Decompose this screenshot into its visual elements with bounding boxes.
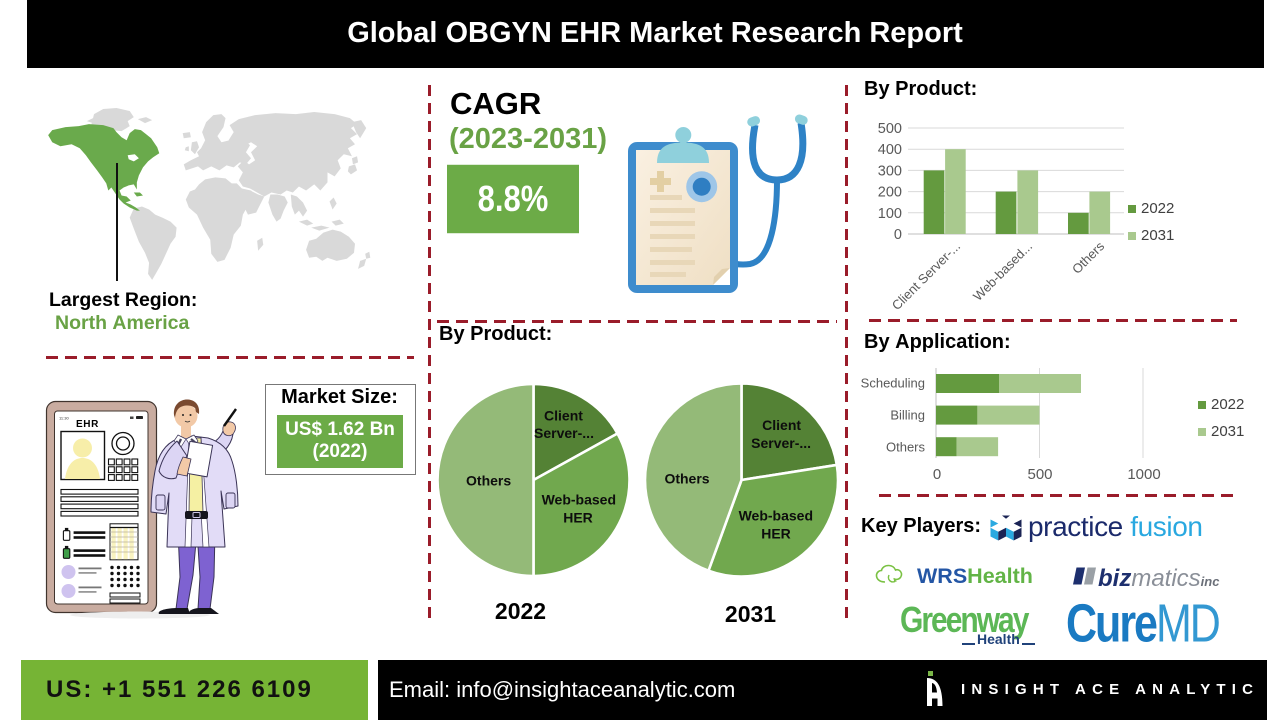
svg-text:0: 0 (894, 227, 902, 243)
svg-text:2031: 2031 (1141, 227, 1174, 244)
svg-text:0: 0 (933, 466, 941, 483)
svg-text:HER: HER (761, 526, 791, 542)
svg-text:Web-based: Web-based (739, 508, 813, 524)
svg-text:2031: 2031 (1211, 423, 1244, 440)
svg-text:Scheduling: Scheduling (861, 376, 925, 391)
svg-text:Others: Others (886, 440, 926, 455)
svg-text:400: 400 (878, 142, 902, 158)
svg-text:EHR: EHR (76, 419, 99, 430)
svg-text:2022: 2022 (1211, 396, 1244, 413)
svg-text:Others: Others (664, 471, 709, 487)
svg-text:HER: HER (563, 510, 593, 526)
svg-text:Billing: Billing (890, 408, 925, 423)
svg-text:Others: Others (1069, 238, 1108, 277)
svg-text:2022: 2022 (1141, 200, 1174, 217)
svg-text:Server-...: Server-... (751, 435, 811, 451)
svg-text:500: 500 (1027, 466, 1052, 483)
svg-text:1000: 1000 (1127, 466, 1160, 483)
svg-text:Client: Client (762, 417, 801, 433)
svg-text:Client: Client (544, 408, 583, 424)
svg-text:Others: Others (466, 473, 511, 489)
svg-text:100: 100 (878, 206, 902, 222)
svg-text:Server-...: Server-... (534, 425, 594, 441)
svg-text:Web-based: Web-based (542, 492, 616, 508)
svg-text:300: 300 (878, 163, 902, 179)
svg-text:Client Server-...: Client Server-... (889, 239, 963, 310)
svg-text:Web-based...: Web-based... (970, 239, 1035, 304)
svg-text:200: 200 (878, 185, 902, 201)
svg-text:11:30: 11:30 (59, 416, 69, 421)
svg-text:500: 500 (878, 121, 902, 137)
